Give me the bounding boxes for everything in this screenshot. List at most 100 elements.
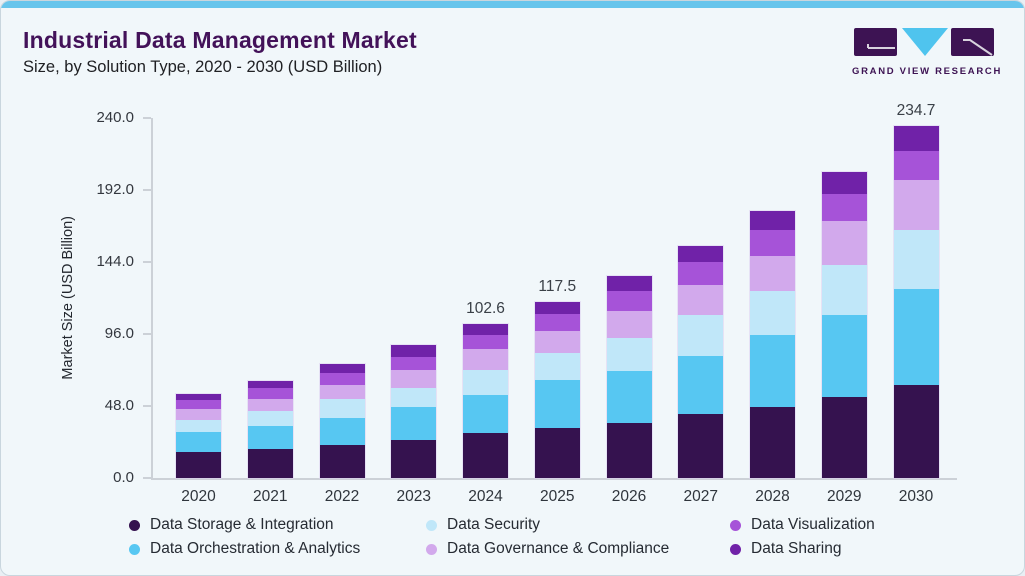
legend-dot-data-orchestration-analytics (129, 543, 140, 555)
y-axis-tick (143, 117, 151, 119)
bar-segment-data-sharing (606, 275, 652, 291)
legend-label: Data Orchestration & Analytics (150, 540, 361, 557)
bar-segment-data-orchestration-analytics (463, 395, 508, 434)
bar-segment-data-storage-integration (821, 396, 867, 478)
bar-segment-data-storage-integration (750, 406, 795, 478)
y-tick-label-192: 192.0 (96, 181, 134, 198)
y-axis-tick (143, 333, 151, 335)
x-axis-label-2025: 2025 (540, 488, 575, 505)
bar-segment-data-security (606, 337, 652, 371)
bar-segment-data-governance-compliance (678, 285, 724, 315)
chart-legend: Data Storage & Integration Data Security D… (129, 514, 875, 560)
bar-segment-data-sharing (391, 345, 437, 357)
bar-segment-data-storage-integration (176, 452, 221, 478)
bar-segment-data-orchestration-analytics (821, 315, 867, 397)
bar-segment-data-sharing (176, 393, 221, 401)
bar-segment-data-storage-integration (606, 422, 652, 478)
bar-segment-data-sharing (463, 324, 508, 335)
bar-total-label-2025: 117.5 (538, 277, 577, 295)
bar-2025: 2025 117.5 (534, 278, 580, 505)
bar-segment-data-sharing (821, 171, 867, 195)
x-axis-label-2021: 2021 (253, 488, 288, 505)
bar-segment-data-visualization (606, 290, 652, 312)
bar-segment-data-governance-compliance (463, 348, 508, 371)
bar-segment-data-security (534, 352, 580, 380)
legend-dot-data-sharing (730, 543, 741, 555)
x-axis-label-2022: 2022 (324, 488, 360, 505)
bar-segment-data-governance-compliance (391, 370, 437, 388)
x-axis-label-2024: 2024 (468, 488, 503, 505)
bar-total-label-2024: 102.6 (466, 300, 505, 318)
y-axis-tick (143, 261, 151, 263)
page-subtitle: Size, by Solution Type, 2020 - 2030 (USD… (23, 58, 383, 76)
x-axis-label-2023: 2023 (396, 488, 431, 505)
legend-item-data-orchestration-analytics: Data Orchestration & Analytics (129, 538, 426, 560)
legend-label: Data Sharing (751, 540, 842, 557)
y-tick-label-48: 48.0 (104, 397, 134, 414)
bar-segment-data-visualization (821, 194, 867, 222)
x-axis-line (151, 478, 957, 480)
bar-2030: 2030 234.7 (893, 102, 939, 505)
bar-segment-data-storage-integration (534, 428, 580, 478)
x-axis-label-2020: 2020 (181, 488, 216, 505)
bar-segment-data-security (821, 265, 867, 316)
y-tick-label-0: 0.0 (113, 469, 134, 486)
y-axis-tick (143, 405, 151, 407)
bar-segment-data-orchestration-analytics (678, 355, 724, 415)
legend-item-data-sharing: Data Sharing (730, 538, 875, 560)
bar-segment-data-security (247, 410, 293, 427)
legend-dot-data-security (426, 519, 437, 531)
bar-segment-data-governance-compliance (750, 256, 795, 291)
x-axis-label-2029: 2029 (827, 488, 862, 505)
bar-2021: 2021 (247, 381, 293, 505)
y-axis-line (151, 118, 153, 480)
bar-2027: 2027 (678, 245, 724, 505)
y-tick-label-144: 144.0 (96, 253, 134, 270)
bar-2026: 2026 (606, 275, 652, 505)
bar-segment-data-orchestration-analytics (176, 432, 221, 453)
bar-segment-data-visualization (319, 373, 365, 386)
bar-segment-data-security (678, 314, 724, 356)
bar-2028: 2028 (750, 211, 795, 505)
legend-label: Data Security (447, 516, 541, 533)
legend-dot-data-governance-compliance (426, 543, 437, 555)
page-title: Industrial Data Management Market (23, 27, 417, 53)
logo-text: GRAND VIEW RESEARCH (852, 66, 1003, 77)
bar-segment-data-security (463, 370, 508, 396)
bar-segment-data-security (750, 290, 795, 336)
x-axis-label-2027: 2027 (683, 488, 718, 505)
bar-total-label-2030: 234.7 (896, 101, 936, 119)
y-axis-title: Market Size (USD Billion) (60, 216, 76, 380)
bar-segment-data-visualization (678, 262, 724, 286)
bar-segment-data-storage-integration (678, 414, 724, 478)
bar-segment-data-sharing (750, 211, 795, 230)
y-tick-label-240: 240.0 (96, 109, 134, 126)
bar-2024: 2024 102.6 (463, 300, 508, 505)
legend-dot-data-storage-integration (129, 519, 140, 531)
bar-segment-data-governance-compliance (534, 330, 580, 353)
y-axis-tick (143, 477, 151, 479)
legend-label: Data Storage & Integration (150, 516, 334, 533)
bar-segment-data-orchestration-analytics (606, 370, 652, 423)
y-tick-label-96: 96.0 (104, 325, 134, 342)
bar-segment-data-security (391, 387, 437, 408)
bar-segment-data-storage-integration (893, 385, 939, 478)
bar-segment-data-orchestration-analytics (534, 379, 580, 429)
top-accent-bar (1, 1, 1024, 8)
bar-segment-data-visualization (391, 356, 437, 371)
bar-segment-data-sharing (247, 381, 293, 388)
bar-segment-data-governance-compliance (176, 409, 221, 420)
bar-segment-data-storage-integration (319, 445, 365, 478)
bar-segment-data-storage-integration (391, 439, 437, 478)
x-axis-label-2026: 2026 (611, 488, 647, 505)
bar-segment-data-storage-integration (463, 433, 508, 478)
bar-2029: 2029 (821, 171, 867, 505)
bar-segment-data-security (176, 419, 221, 433)
legend-item-data-visualization: Data Visualization (730, 514, 875, 536)
bar-segment-data-orchestration-analytics (750, 335, 795, 407)
bar-segment-data-governance-compliance (606, 311, 652, 338)
bar-segment-data-orchestration-analytics (893, 289, 939, 385)
legend-item-data-security: Data Security (426, 514, 730, 536)
bar-segment-data-visualization (463, 334, 508, 349)
